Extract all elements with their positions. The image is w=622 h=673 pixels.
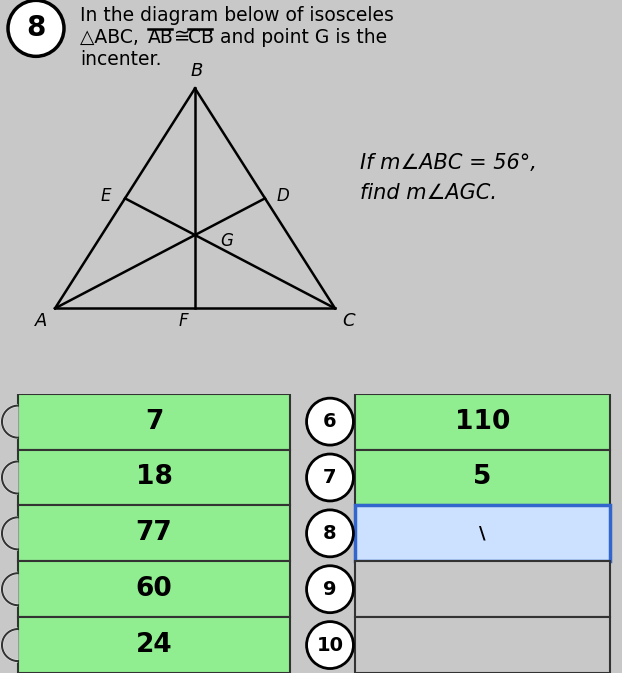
Text: \: \	[479, 524, 486, 542]
Text: 6: 6	[323, 412, 337, 431]
Polygon shape	[2, 629, 18, 661]
Polygon shape	[2, 518, 18, 549]
Text: 18: 18	[136, 464, 172, 491]
Text: 77: 77	[136, 520, 172, 546]
Text: and point G is the: and point G is the	[214, 28, 387, 47]
Text: find m∠AGC.: find m∠AGC.	[360, 183, 497, 203]
Text: △ABC,: △ABC,	[80, 28, 145, 47]
FancyBboxPatch shape	[18, 394, 290, 450]
Circle shape	[307, 566, 353, 612]
Text: incenter.: incenter.	[80, 50, 162, 69]
FancyBboxPatch shape	[355, 505, 610, 561]
Text: C: C	[343, 312, 355, 330]
Polygon shape	[2, 462, 18, 493]
Text: 7: 7	[323, 468, 337, 487]
Text: CB: CB	[188, 28, 214, 47]
FancyBboxPatch shape	[18, 617, 290, 673]
Polygon shape	[2, 406, 18, 437]
Text: B: B	[191, 63, 203, 80]
Text: F: F	[178, 312, 188, 330]
Text: 9: 9	[323, 579, 337, 599]
Text: In the diagram below of isosceles: In the diagram below of isosceles	[80, 6, 394, 25]
Text: E: E	[101, 187, 111, 205]
Text: 10: 10	[317, 635, 343, 655]
Polygon shape	[2, 573, 18, 605]
Text: 24: 24	[136, 632, 172, 658]
Circle shape	[8, 1, 64, 57]
FancyBboxPatch shape	[355, 617, 610, 673]
FancyBboxPatch shape	[18, 561, 290, 617]
Text: 8: 8	[26, 14, 45, 42]
Text: 7: 7	[145, 409, 163, 435]
Text: 5: 5	[473, 464, 491, 491]
FancyBboxPatch shape	[355, 394, 610, 450]
Text: 60: 60	[136, 576, 172, 602]
Circle shape	[307, 510, 353, 557]
Text: D: D	[277, 187, 290, 205]
Text: If m∠ABC = 56°,: If m∠ABC = 56°,	[360, 153, 537, 174]
Text: ≅: ≅	[174, 28, 190, 47]
Circle shape	[307, 622, 353, 668]
Text: 110: 110	[455, 409, 510, 435]
Circle shape	[307, 398, 353, 445]
Text: 8: 8	[323, 524, 337, 543]
FancyBboxPatch shape	[355, 450, 610, 505]
FancyBboxPatch shape	[18, 505, 290, 561]
Text: A: A	[35, 312, 47, 330]
Text: AB: AB	[148, 28, 174, 47]
Circle shape	[307, 454, 353, 501]
FancyBboxPatch shape	[18, 450, 290, 505]
Text: G: G	[220, 232, 233, 250]
FancyBboxPatch shape	[355, 561, 610, 617]
